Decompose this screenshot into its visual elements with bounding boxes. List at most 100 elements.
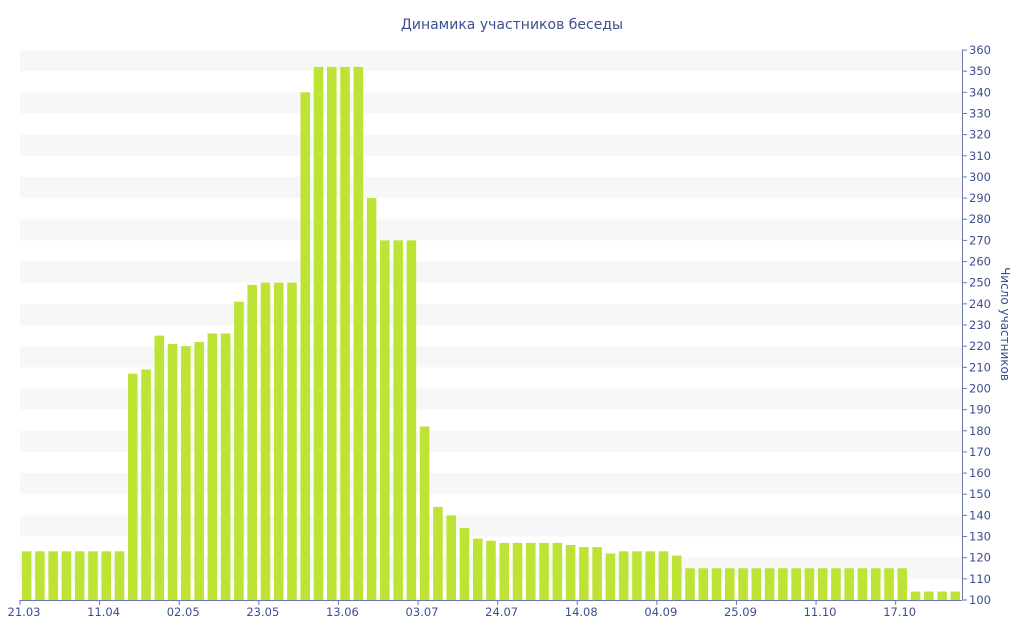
grid-band-0 [20,50,962,72]
bar-66 [897,568,908,600]
bar-56 [764,568,775,600]
bar-16 [234,301,244,600]
bar-20 [287,282,297,600]
y-tick-label-160: 160 [969,466,991,480]
bar-55 [751,568,762,600]
y-tick-label-280: 280 [969,212,991,226]
bar-60 [817,568,828,600]
y-tick-label-200: 200 [969,381,991,395]
bar-27 [380,240,390,600]
y-tick-label-230: 230 [969,318,991,332]
bar-37 [512,542,523,600]
y-tick-label-360: 360 [969,43,991,57]
bar-53 [725,568,735,600]
x-tick-label-6: 24.07 [485,605,518,619]
bar-9 [141,369,151,600]
y-tick-label-240: 240 [969,297,991,311]
bar-33 [459,528,470,600]
y-tick-label-300: 300 [969,170,991,184]
bar-31 [433,506,443,600]
bar-52 [711,568,722,600]
bar-39 [539,542,549,600]
bar-50 [685,568,695,600]
x-tick-label-0: 21.03 [8,605,41,619]
bar-8 [128,373,138,600]
bar-67 [910,591,921,600]
grid-band-2 [20,134,962,156]
bar-series [21,66,961,601]
grid-band-4 [20,219,962,241]
y-tick-label-250: 250 [969,276,991,290]
bar-34 [472,538,483,600]
bar-15 [220,333,231,600]
grid-band-5 [20,261,962,283]
bar-3 [61,551,72,600]
bar-21 [300,92,311,600]
y-tick-label-180: 180 [969,424,991,438]
y-tick-label-260: 260 [969,255,991,269]
bar-30 [419,426,430,600]
y-tick-label-170: 170 [969,445,991,459]
bar-13 [194,341,204,600]
y-tick-label-320: 320 [969,128,991,142]
x-tick-label-8: 04.09 [644,605,677,619]
bar-17 [247,284,257,600]
bar-61 [831,568,841,600]
bar-2 [48,551,58,600]
bar-68 [924,591,934,600]
bar-54 [738,568,748,600]
bar-46 [632,551,642,600]
bar-70 [950,591,961,600]
y-tick-label-350: 350 [969,64,991,78]
y-tick-label-110: 110 [969,572,991,586]
bar-69 [937,591,947,600]
x-tick-label-10: 11.10 [804,605,837,619]
bar-59 [804,568,815,600]
bar-43 [592,547,602,600]
bar-42 [579,547,589,600]
bar-12 [181,346,191,600]
bar-47 [645,551,655,600]
bar-25 [353,66,364,601]
x-tick-label-11: 17.10 [883,605,916,619]
bar-24 [340,66,350,601]
bar-49 [671,555,682,600]
bar-65 [884,568,894,600]
bar-63 [857,568,868,600]
y-tick-label-270: 270 [969,233,991,247]
bar-5 [88,551,98,600]
chart-title: Динамика участников беседы [401,17,623,33]
y-tick-label-190: 190 [969,403,991,417]
bar-28 [393,240,403,600]
bar-58 [791,568,801,600]
y-tick-label-130: 130 [969,530,991,544]
x-tick-label-3: 23.05 [246,605,279,619]
bar-38 [526,542,536,600]
y-tick-label-210: 210 [969,360,991,374]
x-tick-label-2: 02.05 [167,605,200,619]
grid-band-3 [20,176,962,199]
bar-57 [778,568,788,600]
bar-48 [658,551,669,600]
grid-band-6 [20,303,962,325]
y-tick-label-100: 100 [969,593,991,607]
x-tick-label-7: 14.08 [565,605,598,619]
bar-41 [565,545,576,600]
bar-4 [74,551,85,600]
y-tick-label-340: 340 [969,85,991,99]
bar-0 [21,551,32,600]
y-tick-label-310: 310 [969,149,991,163]
bar-7 [114,551,125,600]
bar-36 [499,542,510,600]
x-tick-label-5: 03.07 [406,605,439,619]
y-axis: 100 110 120 130 140 150 160 170 180 190 200 210 220 2… [962,43,991,607]
bar-64 [870,568,881,600]
x-tick-label-9: 25.09 [724,605,757,619]
bar-18 [260,282,271,600]
bar-11 [167,344,178,600]
y-tick-label-140: 140 [969,508,991,522]
x-tick-label-4: 13.06 [326,605,359,619]
bar-51 [698,568,709,600]
